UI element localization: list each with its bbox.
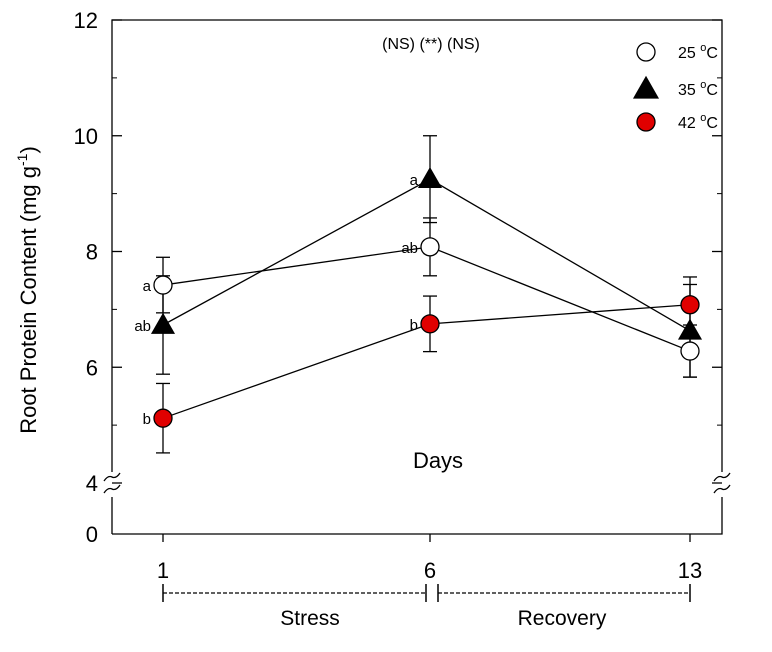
- legend-label: 42 oC: [678, 112, 718, 132]
- significance-letter: a: [143, 278, 152, 295]
- legend-label-value: 42: [678, 115, 700, 132]
- y-tick-label: 4: [86, 471, 98, 496]
- y-tick-label-zero: 0: [86, 522, 98, 547]
- legend-label-value: 25: [678, 45, 700, 62]
- y-tick-label: 12: [74, 8, 98, 33]
- phase-bracket-recovery: Recovery: [437, 584, 691, 630]
- data-point-marker: [680, 341, 700, 361]
- significance-letter: b: [410, 317, 418, 334]
- plot-frame: [111, 19, 723, 535]
- legend-marker: [636, 42, 656, 62]
- phase-label: Recovery: [518, 607, 607, 630]
- legend-label: 25 oC: [678, 42, 718, 62]
- significance-letter: a: [410, 172, 419, 189]
- legend-label-value: 35: [678, 82, 700, 99]
- y-axis-label-close: ): [16, 146, 41, 153]
- y-axis-label: Root Protein Content (mg g-1): [14, 146, 41, 434]
- y-tick-label: 10: [74, 124, 98, 149]
- significance-letter: ab: [401, 240, 418, 257]
- y-tick-label: 8: [86, 240, 98, 265]
- significance-label: (NS) (**) (NS): [382, 36, 480, 53]
- phase-bracket-stress: Stress: [162, 584, 427, 630]
- data-point-marker: [153, 408, 173, 428]
- legend-label-degree: o: [700, 79, 706, 91]
- data-point-marker: [420, 237, 440, 257]
- legend-marker: [636, 112, 656, 132]
- legend-entry-35: 35 oC: [632, 75, 718, 99]
- legend-entry-42: 42 oC: [636, 112, 718, 132]
- legend-label-unit: C: [706, 115, 718, 132]
- y-axis-label-main: Root Protein Content (mg g: [16, 166, 41, 434]
- significance-letter: ab: [134, 318, 151, 335]
- series-42: bb: [143, 276, 700, 454]
- legend-entry-25: 25 oC: [636, 42, 718, 62]
- legend-label-degree: o: [700, 112, 706, 124]
- axes: 4 6 8 10 12 0 1 6 13 Stress Recovery: [74, 8, 731, 630]
- legend-label-unit: C: [706, 45, 718, 62]
- significance-letter: b: [143, 411, 151, 428]
- x-tick-label: 6: [424, 558, 436, 583]
- y-axis-break-right: [713, 472, 731, 494]
- series-line: [162, 246, 691, 352]
- x-tick-label: 1: [157, 558, 169, 583]
- data-point-marker: [417, 166, 443, 189]
- legend-label-degree: o: [700, 42, 706, 54]
- x-axis-label: Days: [413, 448, 463, 473]
- y-axis-break-left: [103, 472, 121, 494]
- y-tick-label: 6: [86, 355, 98, 380]
- data-point-marker: [153, 275, 173, 295]
- data-point-marker: [150, 312, 176, 334]
- data-point-marker: [420, 314, 440, 334]
- data-point-marker: [680, 295, 700, 315]
- legend-marker: [632, 75, 660, 99]
- legend-label: 35 oC: [678, 79, 718, 99]
- x-tick-label: 13: [678, 558, 702, 583]
- y-axis-label-sup: -1: [14, 153, 30, 166]
- phase-label: Stress: [280, 607, 340, 630]
- legend-label-unit: C: [706, 82, 718, 99]
- series-25: a ab: [143, 217, 700, 378]
